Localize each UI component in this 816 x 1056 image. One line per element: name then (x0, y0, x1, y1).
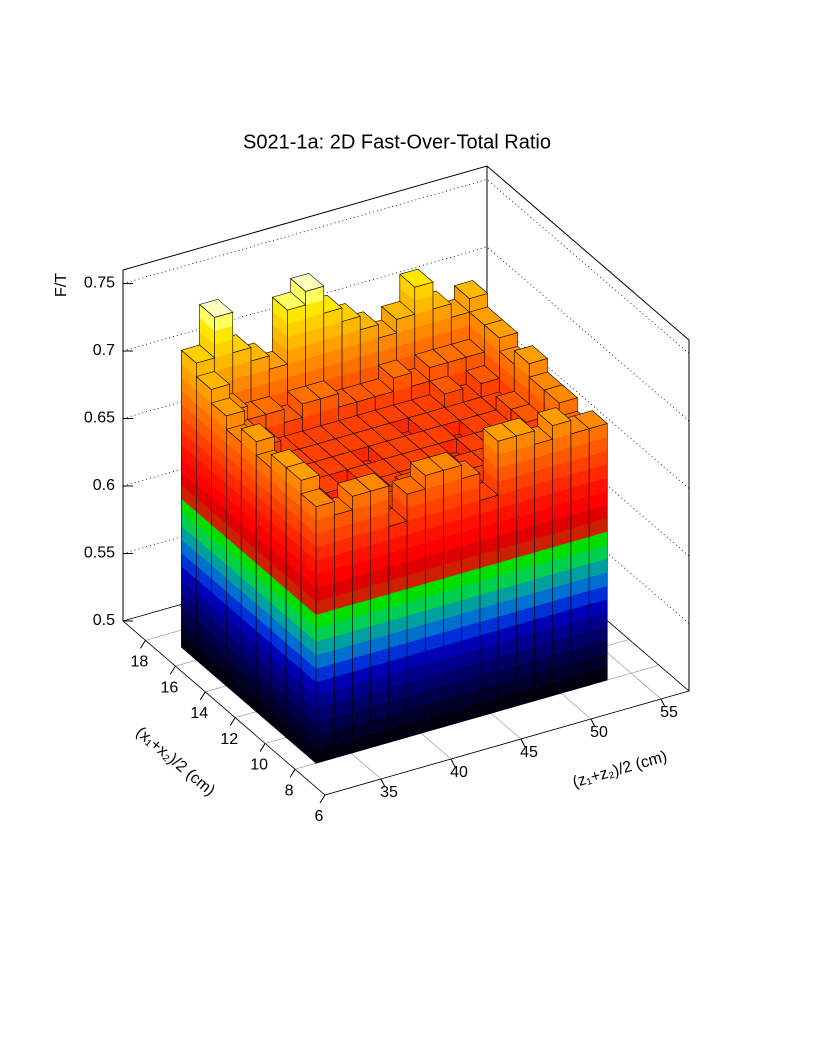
wall-grid-line (122, 179, 690, 354)
wall-grid-line (122, 314, 690, 489)
z-axis-title: F/T (53, 273, 70, 297)
bar-top (195, 371, 231, 390)
box-edge (122, 165, 690, 341)
bar-top (429, 375, 464, 395)
bar-top (180, 344, 216, 364)
chart-title: S021-1a: 2D Fast-Over-Total Ratio (243, 131, 551, 153)
wall-grid-line (122, 381, 690, 557)
bar-top (271, 291, 307, 311)
bar-top (380, 300, 416, 320)
bar-top (286, 385, 322, 405)
wall-grid-line (122, 449, 690, 624)
y-axis-title: (x₁+x₂)/2 (cm) (132, 724, 218, 800)
bar-top (377, 359, 413, 379)
bar-top (465, 365, 500, 384)
bar-top (483, 319, 519, 339)
x-axis-title: (z₁+z₂)/2 (cm) (571, 748, 669, 791)
bar-top (414, 349, 449, 368)
bar-top (198, 298, 234, 318)
bar-top (399, 268, 434, 288)
bar-top (289, 272, 325, 292)
bar-top (453, 280, 489, 299)
wall-grid-line (122, 246, 690, 422)
